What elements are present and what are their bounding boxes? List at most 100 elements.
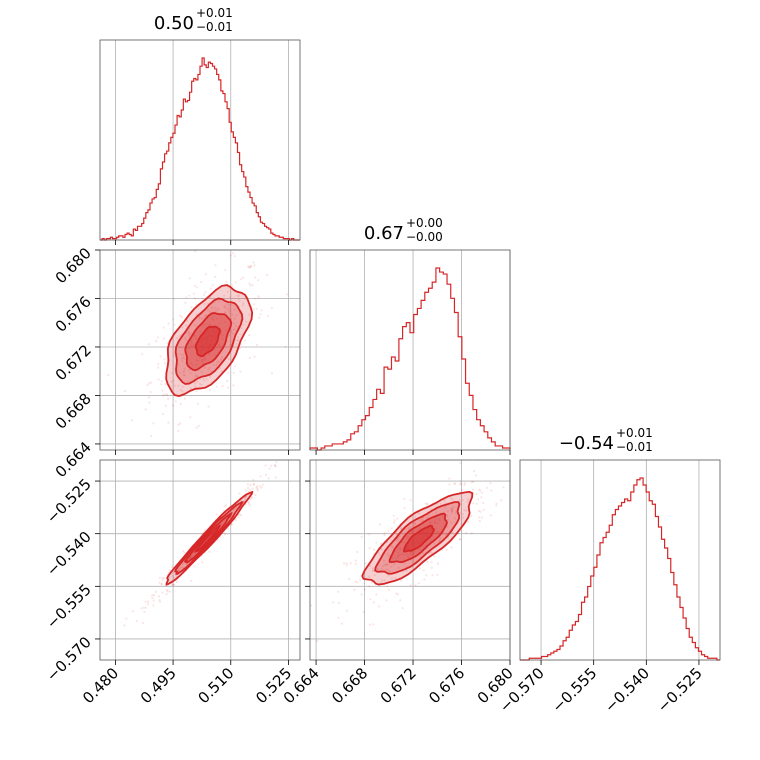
- sample-point: [236, 338, 240, 341]
- sample-point: [460, 483, 463, 486]
- sample-point: [252, 261, 255, 264]
- sample-point: [383, 534, 386, 537]
- sample-point: [189, 556, 192, 559]
- sample-point: [430, 551, 433, 555]
- x-tick-label: 0.668: [328, 664, 371, 707]
- sample-point: [426, 516, 429, 519]
- sample-point: [473, 470, 476, 473]
- contour-line: [388, 512, 448, 564]
- sample-point: [253, 303, 256, 306]
- sample-point: [156, 336, 159, 339]
- sample-point: [434, 527, 437, 530]
- sample-point: [393, 521, 396, 524]
- sample-point: [445, 548, 448, 552]
- sample-point: [413, 522, 417, 525]
- sample-point: [201, 317, 205, 320]
- sample-point: [369, 598, 372, 601]
- sample-point: [453, 482, 456, 486]
- sample-point: [192, 553, 195, 556]
- sample-point: [368, 575, 371, 578]
- sample-point: [231, 523, 234, 526]
- sample-point: [398, 547, 402, 551]
- sample-point: [160, 380, 163, 383]
- y-tick-label: 0.676: [52, 293, 95, 336]
- sample-point: [147, 343, 150, 346]
- sample-point: [203, 302, 206, 306]
- sample-point: [146, 383, 149, 386]
- sample-point: [354, 580, 357, 583]
- sample-point: [188, 277, 191, 280]
- sample-point: [220, 523, 223, 526]
- sample-point: [451, 509, 454, 512]
- sample-point: [195, 363, 198, 366]
- sample-point: [203, 356, 206, 359]
- sample-point: [188, 347, 191, 350]
- sample-point: [490, 489, 493, 492]
- sample-point: [409, 584, 412, 587]
- sample-point: [450, 511, 453, 514]
- sample-point: [186, 319, 189, 322]
- sample-point: [386, 567, 389, 571]
- sample-point: [467, 520, 470, 524]
- sample-point: [372, 568, 375, 572]
- sample-point: [372, 601, 375, 604]
- sample-point: [223, 305, 226, 308]
- sample-point: [380, 567, 383, 570]
- sample-point: [184, 336, 187, 339]
- sample-point: [234, 519, 237, 522]
- sample-point: [478, 488, 481, 491]
- sample-point: [210, 307, 213, 311]
- sample-point: [430, 561, 433, 564]
- sample-point: [446, 515, 449, 518]
- sample-point: [218, 360, 221, 363]
- param-title-2: 0.67 +0.00−0.00: [364, 216, 443, 244]
- sample-point: [417, 582, 420, 585]
- sample-point: [171, 583, 174, 586]
- sample-point: [250, 496, 253, 499]
- histogram-1: [100, 57, 300, 241]
- sample-point: [155, 340, 158, 343]
- sample-point: [419, 527, 422, 530]
- sample-point: [190, 306, 193, 309]
- sample-point: [257, 295, 260, 298]
- sample-point: [248, 266, 251, 269]
- sample-point: [387, 530, 390, 533]
- sample-point: [190, 341, 193, 344]
- sample-point: [189, 332, 192, 336]
- sample-point: [229, 254, 232, 257]
- sample-point: [372, 623, 375, 626]
- sample-point: [478, 516, 481, 519]
- sample-point: [466, 500, 469, 503]
- sample-point: [227, 527, 230, 530]
- sample-point: [203, 358, 206, 362]
- sample-point: [224, 307, 227, 310]
- sample-point: [479, 510, 482, 513]
- sample-point: [434, 517, 437, 520]
- sample-point: [227, 357, 230, 360]
- sample-point: [489, 514, 492, 517]
- sample-point: [380, 579, 384, 582]
- sample-point: [437, 540, 441, 543]
- sample-point: [208, 352, 211, 356]
- sample-point: [225, 280, 228, 283]
- sample-point: [214, 275, 217, 278]
- sample-point: [454, 511, 458, 514]
- sample-point: [224, 268, 227, 272]
- sample-point: [342, 562, 346, 565]
- sample-point: [396, 517, 399, 520]
- sample-point: [386, 553, 389, 556]
- sample-point: [245, 495, 248, 498]
- sample-point: [221, 334, 224, 337]
- sample-point: [369, 564, 372, 568]
- sample-point: [248, 356, 251, 359]
- sample-point: [458, 538, 461, 541]
- title-plus: +0.01: [616, 426, 653, 440]
- contours-2-3: [361, 490, 474, 586]
- sample-point: [396, 539, 399, 542]
- sample-point: [495, 504, 498, 507]
- sample-point: [162, 577, 166, 580]
- sample-point: [297, 438, 299, 440]
- sample-point: [337, 616, 340, 619]
- sample-point: [228, 310, 231, 313]
- sample-point: [428, 522, 432, 526]
